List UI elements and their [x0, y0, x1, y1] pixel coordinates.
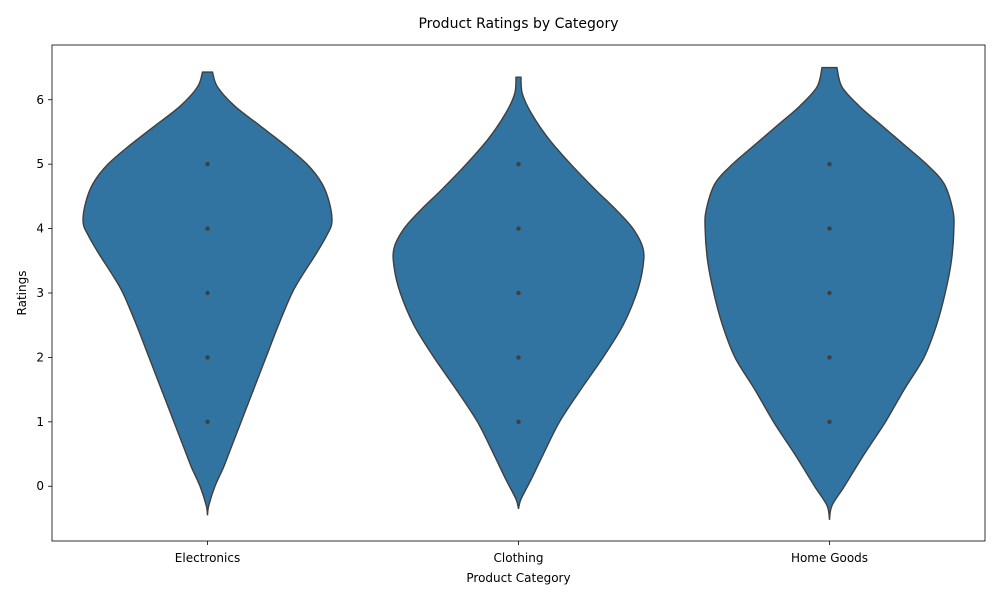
x-axis-label: Product Category [466, 571, 570, 585]
data-point [205, 161, 210, 167]
y-tick-label: 4 [36, 222, 44, 236]
y-axis-label: Ratings [15, 271, 29, 316]
data-point [516, 290, 521, 296]
data-point [827, 355, 832, 360]
y-tick-label: 0 [36, 479, 44, 493]
y-tick-label: 3 [36, 286, 44, 300]
points-layer [205, 161, 832, 425]
data-point [516, 355, 521, 360]
data-point [205, 355, 210, 360]
x-tick-label: Electronics [175, 551, 240, 565]
data-point [516, 419, 521, 425]
data-point [205, 419, 210, 425]
x-tick-label: Home Goods [791, 551, 868, 565]
data-point [205, 226, 210, 231]
data-point [516, 161, 521, 167]
data-point [827, 290, 832, 296]
x-axis: Electronics Clothing Home Goods [175, 541, 868, 565]
y-axis: 0 1 2 3 4 5 6 [36, 93, 52, 493]
data-point [827, 226, 832, 231]
y-tick-label: 5 [36, 157, 44, 171]
y-tick-label: 2 [36, 350, 44, 364]
y-tick-label: 6 [36, 93, 44, 107]
data-point [827, 161, 832, 167]
x-tick-label: Clothing [494, 551, 544, 565]
y-tick-label: 1 [36, 415, 44, 429]
data-point [827, 419, 832, 425]
chart-title: Product Ratings by Category [418, 16, 618, 32]
data-point [516, 226, 521, 231]
data-point [205, 290, 210, 296]
